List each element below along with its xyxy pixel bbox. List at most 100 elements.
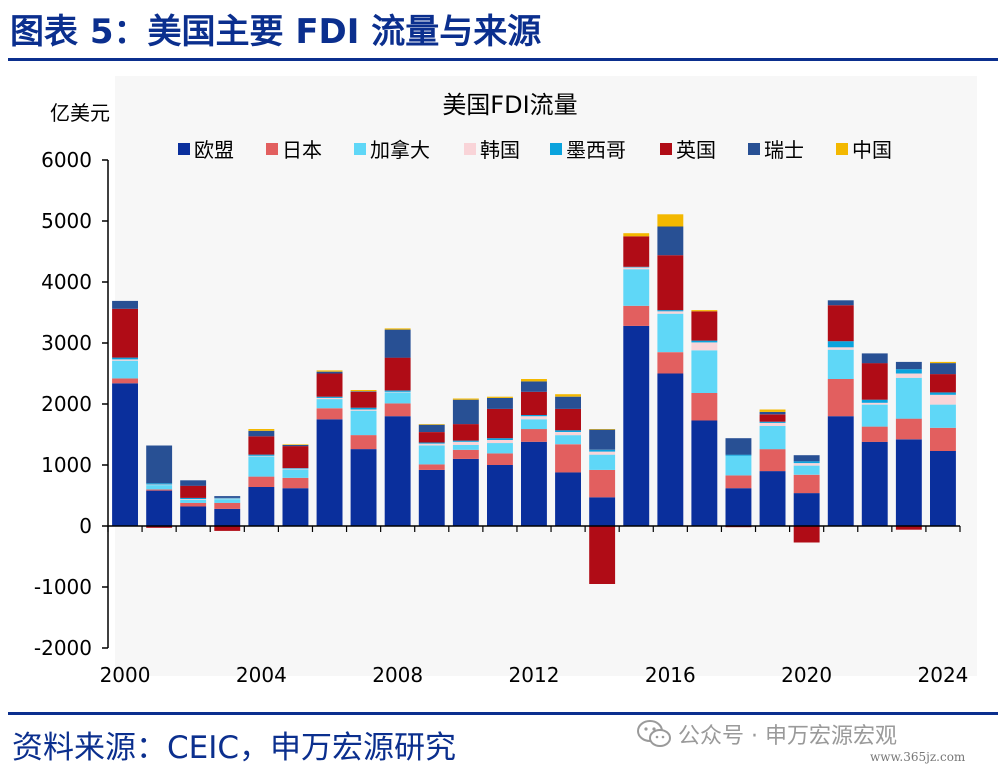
legend-label: 日本 [282,138,322,162]
bar-segment [384,392,411,404]
legend-label: 加拿大 [370,138,430,162]
bar-segment [725,475,752,489]
bar-segment [112,359,138,361]
bar-segment [487,397,513,409]
bar-segment [146,484,173,486]
bar-segment [384,391,411,393]
legend-swatch [178,143,190,155]
bar-segment [861,353,888,364]
legend-swatch [660,143,672,155]
bar-segment [589,497,616,526]
bar-segment [657,352,684,374]
bar-segment [112,383,138,526]
bar-segment [452,441,479,445]
bar-segment [418,424,445,425]
fdi-chart: 亿美元 美国FDI流量 欧盟 日本 加拿大 韩国 墨西哥 英国 瑞士 中国 -2000 -100… [33,91,969,687]
bar-segment [180,480,207,486]
legend-swatch [748,143,760,155]
bar-segment [418,464,445,470]
bar-segment [384,328,411,330]
bar-segment [623,233,650,237]
bar-segment [589,526,616,584]
bar-segment [146,485,173,490]
bar-segment [350,435,377,450]
bar-segment [146,483,173,485]
bar-segment [248,456,275,477]
bar-segment [214,497,241,499]
bar-segment [555,432,581,436]
bar-segment [555,444,581,473]
bar-segment [759,414,786,422]
bar-segment [384,357,411,391]
bar-segment [555,394,581,397]
bar-segment [112,378,138,384]
bar-segment [180,502,207,507]
bar-segment [180,499,207,503]
bar-segment [214,502,241,509]
bar-segment [555,396,581,409]
bar-segment [861,399,888,403]
y-tick-label: -1000 [34,575,92,599]
bar-segment [282,468,309,470]
bar-segment [759,426,786,450]
bar-segment [759,411,786,415]
bar-segment [418,432,445,443]
bar-segment [657,255,684,311]
bar-segment [555,430,581,432]
bar-segment [589,449,616,452]
bar-segment [180,499,207,500]
bar-segment [895,369,922,374]
bar-segment [316,399,343,409]
x-tick-label: 2016 [645,663,696,687]
bar-segment [657,214,684,227]
bar-segment [350,407,377,410]
bar-segment [487,438,513,440]
bar-segment [418,443,445,446]
legend-label: 中国 [852,138,892,162]
bar-segment [146,490,173,526]
watermark-url: www.365jz.com [870,750,966,764]
bar-segment [418,445,445,465]
bar-segment [861,402,888,405]
bar-segment [895,361,922,370]
bar-segment [521,416,547,420]
bar-segment [555,472,581,526]
bar-segment [759,409,786,412]
bar-segment [555,408,581,431]
x-tick-label: 2000 [100,663,151,687]
bar-segment [895,377,922,419]
bar-segment [248,454,275,456]
bar-segment [827,416,854,526]
bar-segment [214,498,241,500]
y-axis-label: 亿美元 [50,101,110,125]
bar-segment [452,444,479,450]
bar-segment [691,420,718,526]
bar-segment [487,440,513,444]
bar-segment [827,305,854,342]
bar-segment [350,410,377,436]
bar-segment [930,392,956,395]
bar-segment [248,430,275,437]
bar-segment [793,474,820,494]
bar-segment [350,391,377,408]
bar-segment [623,305,650,326]
bar-segment [861,426,888,442]
bar-segment [793,493,820,526]
bar-segment [589,429,616,430]
bar-segment [282,488,309,526]
bar-segment [691,311,718,341]
bar-segment [827,349,854,379]
bar-segment [725,438,752,455]
bar-segment [521,391,547,415]
x-tick-label: 2004 [236,663,287,687]
legend: 欧盟 日本 加拿大 韩国 墨西哥 英国 瑞士 中国 [178,138,892,162]
bar-segment [623,267,650,270]
bar-segment [725,455,752,476]
bar-segment [930,451,956,526]
bar-segment [112,357,138,360]
bar-segment [214,496,241,498]
bar-segment [282,444,309,445]
bar-segment [418,442,445,444]
bar-segment [214,508,241,526]
x-tick-label: 2008 [372,663,423,687]
